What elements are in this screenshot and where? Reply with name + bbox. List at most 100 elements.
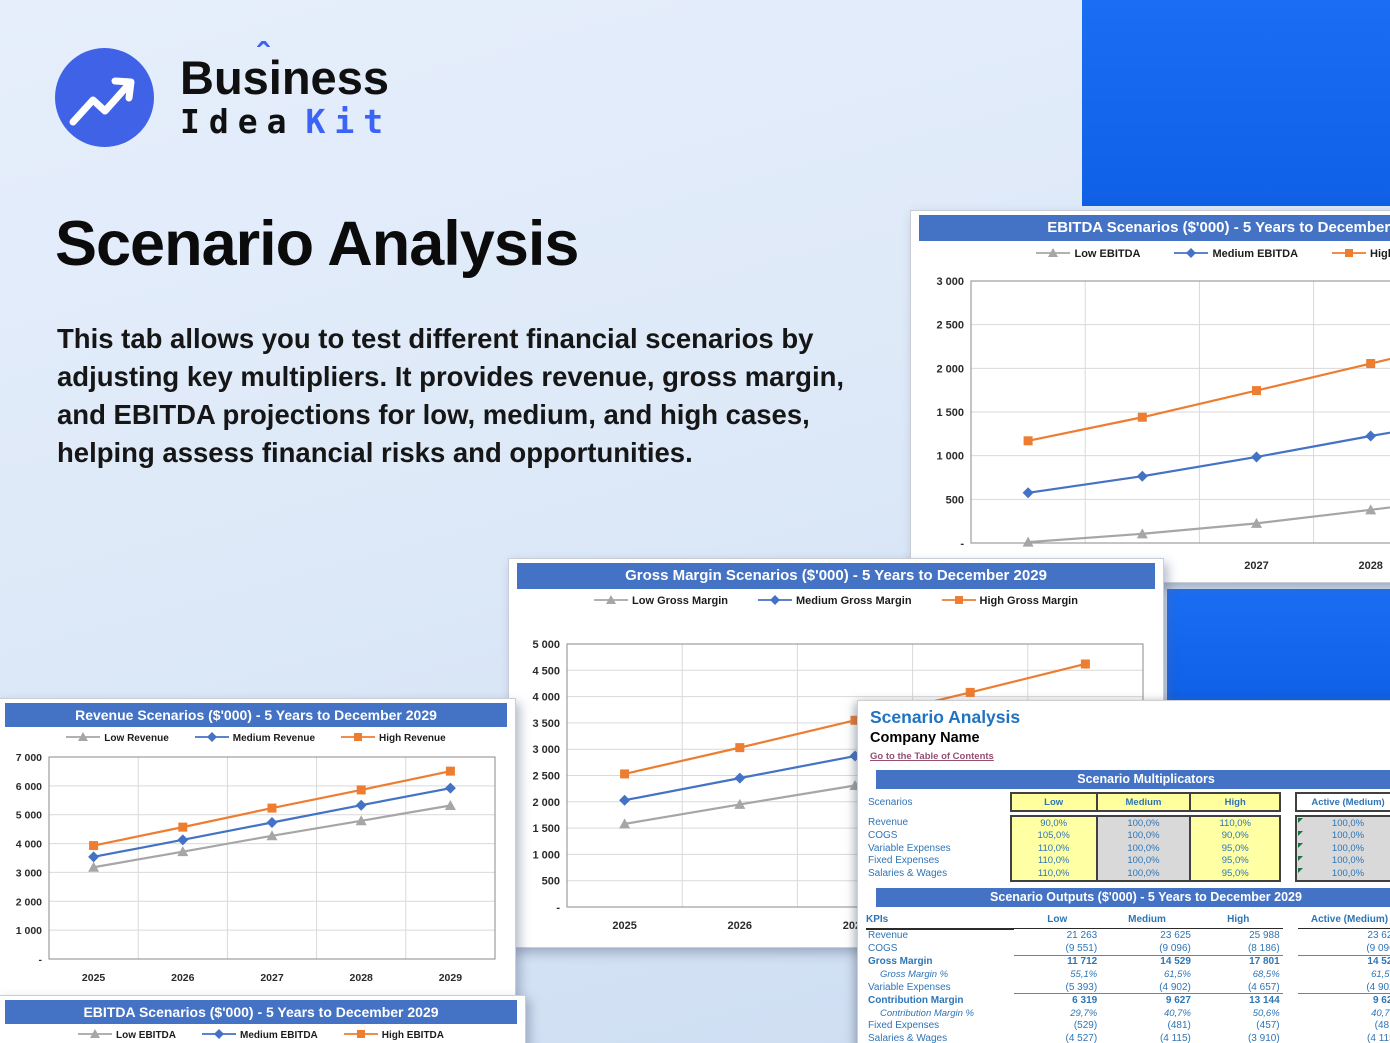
column-header-medium: Medium	[1100, 911, 1194, 929]
active-dropdown-cell[interactable]: 100,0%	[1295, 815, 1390, 830]
page-description: This tab allows you to test different fi…	[57, 323, 845, 468]
column-gap	[1280, 855, 1296, 868]
high-series-legend-marker-icon	[941, 594, 976, 609]
input-cell-high[interactable]: 95,0%	[1189, 854, 1282, 867]
multiplicator-row: Variable Expenses 110,0% 100,0% 95,0% 10…	[866, 842, 1390, 855]
cell-medium: 100,0%	[1095, 867, 1192, 882]
value-cell: 61,5%	[1163, 969, 1191, 981]
input-cell-high[interactable]: 95,0%	[1189, 867, 1282, 882]
input-cell-low[interactable]: 105,0%	[1009, 829, 1098, 842]
revenue-chart-window: Revenue Scenarios ($'000) - 5 Years to D…	[0, 698, 516, 1000]
output-row: COGS(9 551)(9 096)(8 186)(9 096)	[866, 942, 1390, 956]
gross-margin-chart-title: Gross Margin Scenarios ($'000) - 5 Years…	[517, 563, 1155, 589]
value-cell: 14 529	[1160, 956, 1191, 968]
value-cell: (481)	[1167, 1020, 1191, 1032]
legend-label: High EBITDA	[1370, 248, 1390, 260]
legend-marker-svg	[66, 731, 101, 741]
trend-arrow-icon	[55, 48, 154, 147]
dropdown-corner-icon	[1298, 818, 1304, 823]
decorative-blue-rectangle-middle	[1167, 589, 1390, 701]
value-cell: 11 712	[1067, 956, 1098, 968]
revenue-plot-canvas: - 1 000 2 000 3 000 4 000 5 000 6 000 7 000 2025…	[16, 752, 496, 984]
value-cell: 14 529	[1367, 956, 1390, 968]
column-header-medium: Medium	[1095, 792, 1192, 812]
outputs-table: KPIs Low Medium High Active (Medium) Rev…	[866, 911, 1390, 1043]
svg-text:3 000: 3 000	[532, 744, 560, 756]
input-cell-high[interactable]: 95,0%	[1189, 842, 1282, 855]
legend-label: Medium EBITDA	[240, 1029, 318, 1041]
output-row: Contribution Margin 6 319 9 627 13 144 9 627	[866, 994, 1390, 1007]
circumflex-accent: ˆ	[257, 35, 269, 76]
dropdown-corner-icon	[1298, 868, 1304, 873]
cell-medium: 100,0%	[1095, 815, 1192, 830]
gross-margin-legend: Low Gross Margin Medium Gross Margin Hig…	[517, 589, 1155, 613]
output-row: Gross Margin % 55,1% 61,5% 68,5% 61,5%	[866, 968, 1390, 981]
decorative-blue-rectangle-top	[1082, 0, 1390, 206]
legend-item: High Revenue	[341, 731, 446, 746]
legend-item: Medium Revenue	[194, 731, 315, 746]
input-cell-high[interactable]: 110,0%	[1189, 815, 1282, 830]
legend-marker-svg	[194, 731, 229, 742]
input-cell-low[interactable]: 110,0%	[1009, 842, 1098, 855]
svg-text:500: 500	[946, 494, 964, 506]
svg-text:2025: 2025	[82, 972, 106, 984]
svg-text:4 500: 4 500	[532, 665, 560, 677]
legend-item: Low EBITDA	[1036, 247, 1140, 262]
brand-wordmark: Business ˆ Idea Kit	[180, 38, 392, 142]
legend-marker-svg	[78, 1028, 112, 1038]
legend-marker-svg	[1174, 247, 1209, 258]
column-gap	[1280, 842, 1296, 855]
legend-marker-svg	[343, 1029, 378, 1038]
legend-label: High Revenue	[379, 732, 446, 744]
active-dropdown-cell[interactable]: 100,0%	[1295, 867, 1390, 882]
scenario-analysis-sheet-panel: Scenario Analysis Company Name Go to the…	[857, 700, 1390, 1043]
ebitda-bottom-chart-title: EBITDA Scenarios ($'000) - 5 Years to De…	[5, 1000, 517, 1024]
column-header-active: Active (Medium)	[1295, 792, 1390, 812]
value-cell: (4 115)	[1298, 1032, 1390, 1043]
svg-text:-: -	[39, 954, 43, 966]
column-header-low: Low	[1009, 792, 1098, 812]
legend-label: Low Revenue	[104, 732, 169, 744]
svg-text:5 000: 5 000	[532, 639, 560, 651]
svg-text:3 000: 3 000	[16, 867, 42, 879]
medium-series-legend-marker-icon	[202, 1028, 236, 1043]
value-cell: 13 144	[1249, 995, 1280, 1007]
input-cell-low[interactable]: 110,0%	[1009, 854, 1098, 867]
cell-medium: 100,0%	[1095, 854, 1192, 867]
svg-text:2 000: 2 000	[936, 363, 964, 375]
row-label: Fixed Expenses	[868, 855, 940, 867]
revenue-plot: - 1 000 2 000 3 000 4 000 5 000 6 000 7 000 2025…	[5, 749, 507, 995]
column-gap	[1280, 867, 1296, 881]
legend-label: Medium EBITDA	[1212, 248, 1299, 260]
column-gap	[1280, 793, 1296, 811]
legend-item: Low EBITDA	[78, 1028, 176, 1043]
value-cell: 9 627	[1165, 995, 1191, 1007]
column-header-low: Low	[1014, 911, 1101, 929]
input-cell-high[interactable]: 90,0%	[1189, 829, 1282, 842]
input-cell-low[interactable]: 90,0%	[1009, 815, 1098, 830]
outputs-header-row: KPIs Low Medium High Active (Medium)	[866, 911, 1390, 930]
brand-line2: Idea Kit	[180, 101, 392, 142]
svg-text:1 000: 1 000	[936, 451, 964, 463]
active-dropdown-cell[interactable]: 100,0%	[1295, 829, 1390, 842]
legend-marker-svg	[594, 594, 629, 604]
value-cell: 23 625	[1160, 930, 1191, 942]
legend-label: Low EBITDA	[1074, 248, 1141, 260]
value-cell: 40,7%	[1371, 1007, 1390, 1019]
multiplicator-row: COGS 105,0% 100,0% 90,0% 100,0%	[866, 829, 1390, 842]
input-cell-low[interactable]: 110,0%	[1009, 867, 1098, 882]
svg-text:2026: 2026	[728, 920, 752, 932]
value-cell: (9 096)	[1100, 942, 1194, 956]
svg-text:2028: 2028	[1358, 560, 1382, 572]
active-dropdown-cell[interactable]: 100,0%	[1295, 854, 1390, 867]
active-dropdown-cell[interactable]: 100,0%	[1295, 842, 1390, 855]
legend-marker-svg	[758, 594, 793, 605]
ebitda-chart-window-bottom: EBITDA Scenarios ($'000) - 5 Years to De…	[0, 995, 526, 1043]
svg-text:2029: 2029	[439, 972, 463, 984]
revenue-legend: Low Revenue Medium Revenue High Revenue	[5, 727, 507, 749]
table-of-contents-link[interactable]: Go to the Table of Contents	[870, 751, 994, 762]
high-series-legend-marker-icon	[341, 731, 376, 746]
row-label: Fixed Expenses	[868, 1020, 940, 1032]
svg-text:5 000: 5 000	[16, 810, 42, 822]
ebitda-bottom-legend: Low EBITDA Medium EBITDA High EBITDA	[5, 1024, 517, 1043]
